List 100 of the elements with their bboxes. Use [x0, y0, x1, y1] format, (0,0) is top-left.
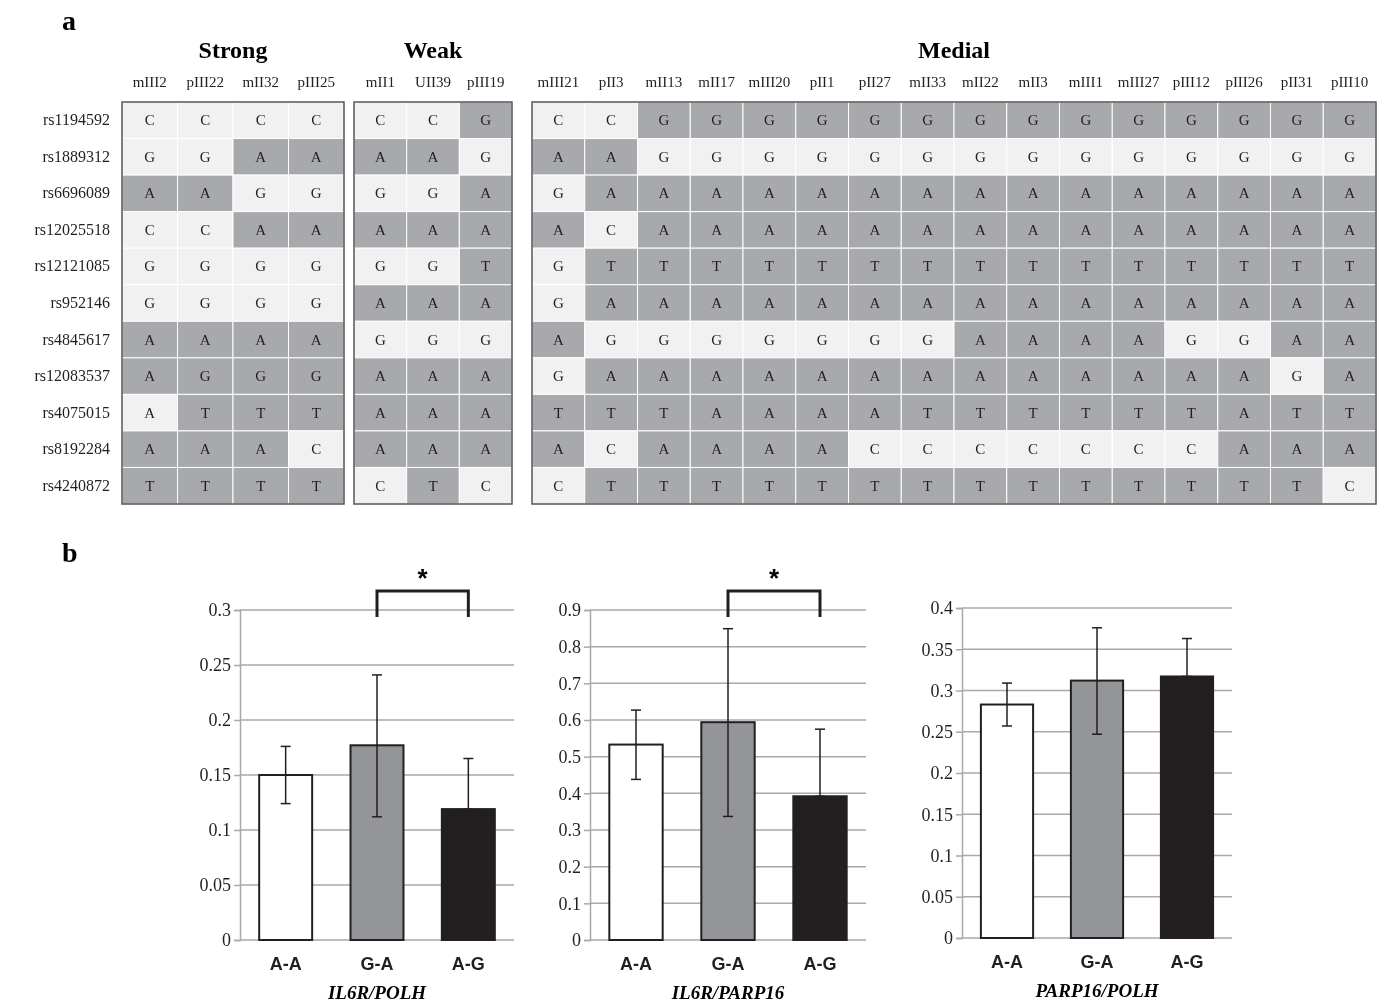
text: A: [711, 441, 723, 458]
text: G: [1027, 148, 1039, 165]
text: A: [1027, 185, 1039, 202]
text: G: [427, 185, 439, 202]
category-label: pIII12: [1172, 74, 1211, 90]
text: A: [974, 331, 986, 348]
y-tick-label: 0.2: [558, 856, 581, 877]
text: C: [922, 441, 933, 458]
text: A: [711, 368, 723, 385]
text: G: [374, 258, 386, 275]
category-label: mII32: [242, 74, 280, 90]
text: G: [1291, 368, 1303, 385]
y-tick-label: 0.1: [208, 820, 231, 841]
y-tick-label: 0.3: [208, 600, 231, 621]
text: A: [816, 221, 828, 238]
y-tick-label: 0: [944, 928, 953, 949]
text: A: [1291, 185, 1303, 202]
text: A: [816, 404, 828, 421]
text: T: [712, 477, 722, 494]
x-tick-label: G-A: [360, 954, 394, 974]
text: A: [922, 185, 934, 202]
text: G: [816, 331, 828, 348]
y-tick-label: 0.4: [558, 783, 581, 804]
text: G: [199, 148, 211, 165]
text: G: [310, 368, 322, 385]
text: A: [1133, 185, 1145, 202]
text: C: [553, 477, 564, 494]
text: T: [975, 258, 985, 275]
text: G: [255, 368, 267, 385]
text: A: [199, 185, 211, 202]
text: T: [256, 477, 266, 494]
x-tick-label: G-A: [711, 954, 745, 974]
text: A: [1344, 331, 1356, 348]
text: T: [1134, 404, 1144, 421]
y-tick-label: 0.05: [921, 887, 953, 908]
text: A: [427, 295, 439, 311]
text: A: [816, 368, 828, 385]
text: Medial: [918, 37, 991, 63]
text: G: [763, 148, 775, 165]
text: *: [768, 563, 780, 593]
bar: [440, 808, 496, 941]
y-tick-label: 0.4: [930, 598, 953, 619]
category-label: rs4845617: [42, 330, 110, 348]
text: A: [552, 441, 564, 458]
text: G: [310, 258, 322, 275]
text: T: [481, 258, 491, 275]
text: A: [552, 148, 564, 165]
y-tick-label: 0.7: [558, 673, 581, 694]
text: A: [1344, 295, 1356, 311]
text: A: [605, 295, 617, 311]
text: G: [552, 295, 564, 311]
text: T: [1239, 258, 1249, 275]
text: A: [1185, 368, 1197, 385]
text: A: [1185, 185, 1197, 202]
category-label: mIII21: [537, 74, 580, 90]
text: A: [763, 185, 775, 202]
text: C: [375, 112, 386, 129]
text: A: [1027, 221, 1039, 238]
text: G: [144, 148, 156, 165]
text: G: [869, 148, 881, 165]
text: G: [816, 112, 828, 129]
text: G: [869, 331, 881, 348]
text: G: [1185, 112, 1197, 129]
text: T: [1028, 477, 1038, 494]
text: A: [1133, 221, 1145, 238]
text: G: [310, 295, 322, 311]
text: C: [200, 112, 211, 129]
text: A: [974, 368, 986, 385]
text: C: [144, 221, 155, 238]
category-label: pIII19: [466, 74, 505, 90]
text: b: [62, 537, 78, 568]
category-label: mIII27: [1117, 74, 1160, 90]
text: T: [1134, 477, 1144, 494]
text: A: [1133, 295, 1145, 311]
text: G: [763, 112, 775, 129]
text: G: [552, 368, 564, 385]
category-label: rs4075015: [42, 403, 110, 421]
text: A: [255, 331, 267, 348]
text: G: [427, 331, 439, 348]
y-tick-label: 0.6: [558, 710, 581, 731]
text: T: [923, 258, 933, 275]
text: C: [606, 441, 617, 458]
text: A: [1238, 221, 1250, 238]
text: A: [711, 185, 723, 202]
category-label: pIII10: [1330, 74, 1369, 90]
y-tick-label: 0.3: [558, 820, 581, 841]
text: T: [1186, 477, 1196, 494]
text: G: [427, 258, 439, 275]
text: A: [374, 441, 386, 458]
text: T: [1186, 404, 1196, 421]
text: A: [255, 148, 267, 165]
text: C: [1080, 441, 1091, 458]
y-tick-label: 0.35: [921, 639, 953, 660]
text: G: [1238, 148, 1250, 165]
text: Weak: [403, 37, 463, 63]
text: G: [763, 331, 775, 348]
category-label: pII3: [598, 74, 624, 90]
text: A: [1027, 331, 1039, 348]
text: A: [816, 441, 828, 458]
text: A: [763, 368, 775, 385]
